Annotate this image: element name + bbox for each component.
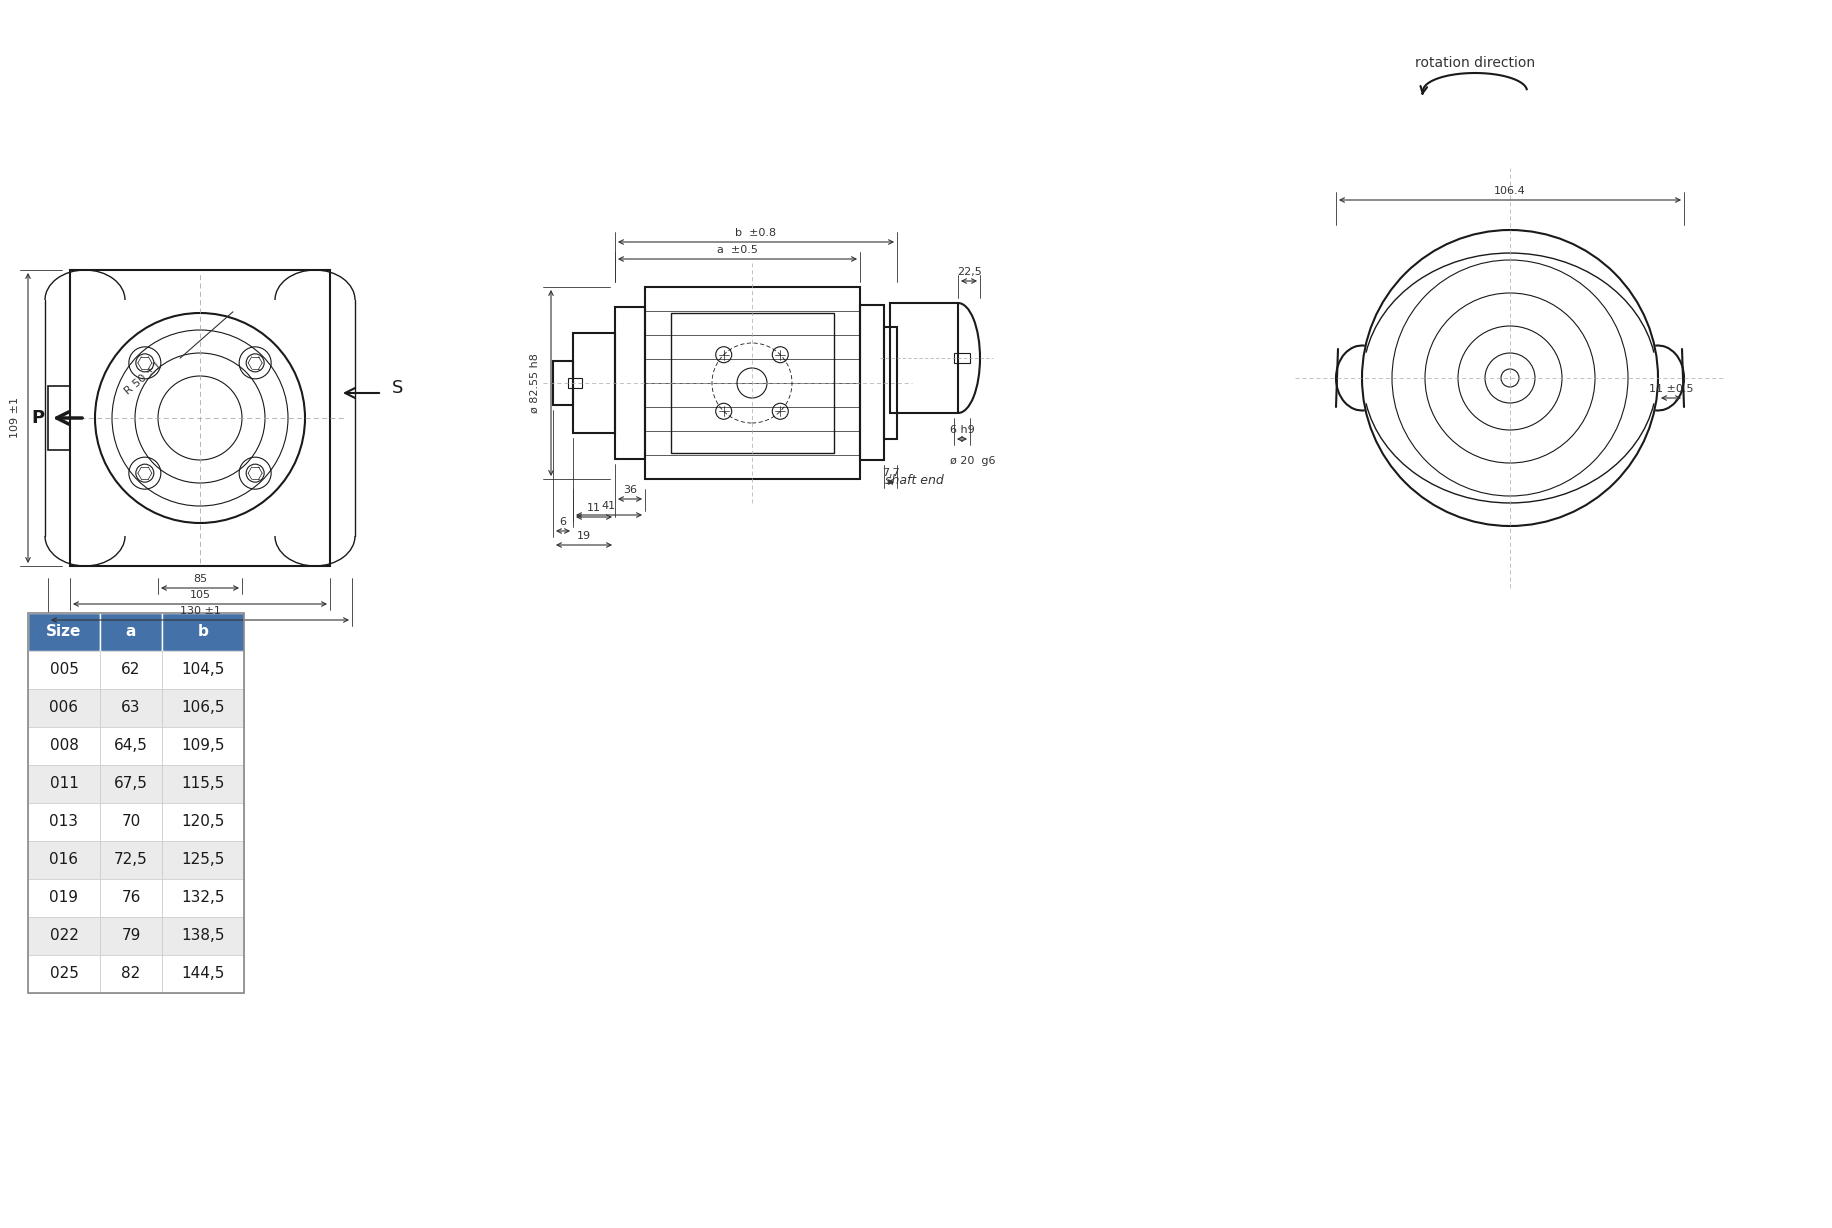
Bar [161, 955, 244, 993]
Bar [161, 765, 244, 803]
Text: 6: 6 [559, 517, 566, 527]
Text: 64,5: 64,5 [114, 738, 148, 754]
Text: 008: 008 [49, 738, 79, 754]
Text: 72,5: 72,5 [114, 852, 148, 867]
Bar [101, 613, 161, 651]
Text: a: a [126, 625, 136, 640]
Text: 85: 85 [192, 573, 207, 585]
Text: 11: 11 [586, 503, 601, 513]
Text: 022: 022 [49, 928, 79, 943]
Bar [27, 727, 101, 765]
Text: 67,5: 67,5 [114, 776, 148, 792]
Text: 104,5: 104,5 [181, 662, 225, 678]
Bar [101, 727, 161, 765]
Bar [161, 689, 244, 727]
Bar [859, 305, 885, 460]
Bar [645, 287, 859, 479]
Text: 019: 019 [49, 890, 79, 905]
Text: R 50 ±1: R 50 ±1 [123, 360, 163, 397]
Text: shaft end: shaft end [885, 474, 943, 488]
Bar [671, 313, 834, 453]
Text: 006: 006 [49, 700, 79, 716]
Text: b  ±0.8: b ±0.8 [735, 228, 777, 238]
Text: rotation direction: rotation direction [1414, 56, 1535, 70]
Text: ø 20  g6: ø 20 g6 [951, 456, 997, 465]
Bar [27, 841, 101, 879]
Bar [70, 270, 330, 566]
Bar [161, 841, 244, 879]
Text: 6 h9: 6 h9 [949, 425, 975, 435]
Bar [616, 307, 645, 459]
Bar [885, 327, 898, 438]
Text: 106,5: 106,5 [181, 700, 225, 716]
Text: 013: 013 [49, 814, 79, 829]
Bar [890, 303, 958, 413]
Text: 76: 76 [121, 890, 141, 905]
Bar [161, 651, 244, 689]
Text: 19: 19 [577, 530, 592, 542]
Bar [27, 613, 101, 651]
Text: 016: 016 [49, 852, 79, 867]
Bar [101, 879, 161, 917]
Text: 130 ±1: 130 ±1 [180, 605, 220, 616]
Bar [27, 651, 101, 689]
Text: 79: 79 [121, 928, 141, 943]
Bar [161, 727, 244, 765]
Text: 138,5: 138,5 [181, 928, 225, 943]
Bar [101, 841, 161, 879]
Text: 005: 005 [49, 662, 79, 678]
Bar [27, 955, 101, 993]
Text: 109 ±1: 109 ±1 [9, 398, 20, 438]
Bar [101, 651, 161, 689]
Bar [101, 803, 161, 841]
Text: 11 ±0.5: 11 ±0.5 [1649, 384, 1693, 394]
Text: Size: Size [46, 625, 82, 640]
Text: 7,7: 7,7 [881, 468, 900, 478]
Bar [101, 765, 161, 803]
Bar [27, 879, 101, 917]
Bar [553, 361, 573, 405]
Text: S: S [392, 379, 403, 397]
Text: 82: 82 [121, 966, 141, 981]
Text: 025: 025 [49, 966, 79, 981]
Bar [954, 352, 969, 363]
Text: 106.4: 106.4 [1495, 185, 1526, 196]
Bar [101, 917, 161, 955]
Text: 144,5: 144,5 [181, 966, 225, 981]
Bar [48, 386, 70, 449]
Bar [27, 613, 244, 993]
Text: 105: 105 [189, 589, 211, 600]
Text: 62: 62 [121, 662, 141, 678]
Bar [27, 689, 101, 727]
Bar [161, 879, 244, 917]
Bar [27, 803, 101, 841]
Text: P: P [31, 409, 44, 427]
Bar [161, 613, 244, 651]
Text: 120,5: 120,5 [181, 814, 225, 829]
Text: 63: 63 [121, 700, 141, 716]
Text: 109,5: 109,5 [181, 738, 225, 754]
Text: 132,5: 132,5 [181, 890, 225, 905]
Bar [27, 765, 101, 803]
Bar [161, 917, 244, 955]
Text: 22,5: 22,5 [956, 266, 982, 278]
Text: 115,5: 115,5 [181, 776, 225, 792]
Text: ø 82.55 h8: ø 82.55 h8 [529, 354, 540, 413]
Text: 41: 41 [603, 501, 616, 511]
Bar [573, 333, 616, 433]
Bar [27, 917, 101, 955]
Bar [568, 378, 583, 388]
Bar [101, 955, 161, 993]
Bar [101, 689, 161, 727]
Text: a  ±0.5: a ±0.5 [716, 246, 758, 255]
Text: 125,5: 125,5 [181, 852, 225, 867]
Text: 70: 70 [121, 814, 141, 829]
Bar [161, 803, 244, 841]
Text: 36: 36 [623, 485, 638, 495]
Text: 011: 011 [49, 776, 79, 792]
Text: b: b [198, 625, 209, 640]
